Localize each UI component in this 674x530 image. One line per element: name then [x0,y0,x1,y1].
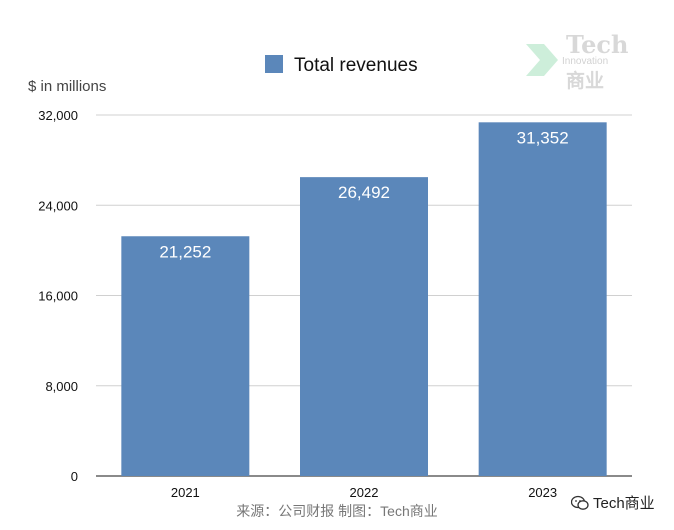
bar [478,122,607,477]
data-label: 31,352 [517,128,569,147]
x-axis: 2021 2022 2023 [171,485,557,500]
y-tick-label: 16,000 [38,289,78,304]
watermark-brand-cn: 商业 [566,71,605,92]
watermark-brand: Tech [566,30,629,59]
data-label: 21,252 [159,242,211,261]
y-axis: 0 8,000 16,000 24,000 32,000 [38,108,78,484]
source-caption: 来源：公司财报 制图：Tech商业 [236,503,438,519]
y-tick-label: 32,000 [38,108,78,123]
y-axis-label: $ in millions [28,78,106,95]
bars: 21,252 26,492 31,352 [121,122,607,477]
y-tick-label: 8,000 [45,379,78,394]
legend-label: Total revenues [294,55,418,76]
footer-brand-text: Tech商业 [593,495,655,512]
bar [121,236,250,476]
watermark-tagline: Innovation [562,56,609,67]
data-label: 26,492 [338,183,390,202]
y-tick-label: 0 [71,469,78,484]
x-tick-label: 2022 [350,485,379,500]
x-tick-label: 2023 [528,485,557,500]
footer-brand: Tech商业 [565,490,661,515]
legend: Total revenues [265,55,418,76]
watermark-logo-icon [526,44,558,76]
bar [300,177,428,476]
x-tick-label: 2021 [171,485,200,500]
wechat-icon [571,495,589,510]
legend-swatch [265,55,283,73]
y-tick-label: 24,000 [38,198,78,213]
